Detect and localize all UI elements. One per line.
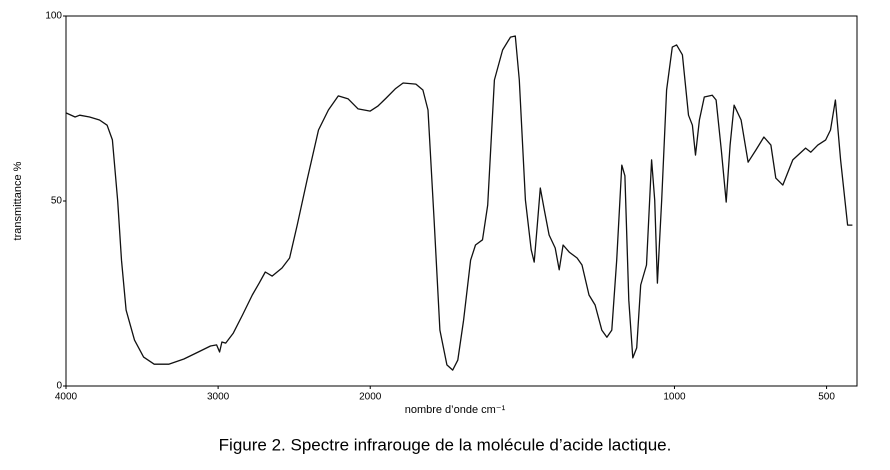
x-tick-label: 4000 <box>55 392 78 403</box>
y-axis-label: transmittance % <box>12 161 24 240</box>
x-tick-label: 2000 <box>359 392 382 403</box>
caption: Figure 2. Spectre infrarouge de la moléc… <box>219 435 672 454</box>
y-tick-label: 0 <box>56 381 62 392</box>
spectrum-line <box>65 35 853 371</box>
x-tick-label: 500 <box>818 392 835 403</box>
x-tick-label: 3000 <box>207 392 230 403</box>
y-tick-label: 50 <box>51 196 63 207</box>
y-tick-label: 100 <box>45 11 62 22</box>
x-axis-label: nombre d’onde cm⁻¹ <box>405 404 506 416</box>
x-tick-label: 1000 <box>663 392 686 403</box>
